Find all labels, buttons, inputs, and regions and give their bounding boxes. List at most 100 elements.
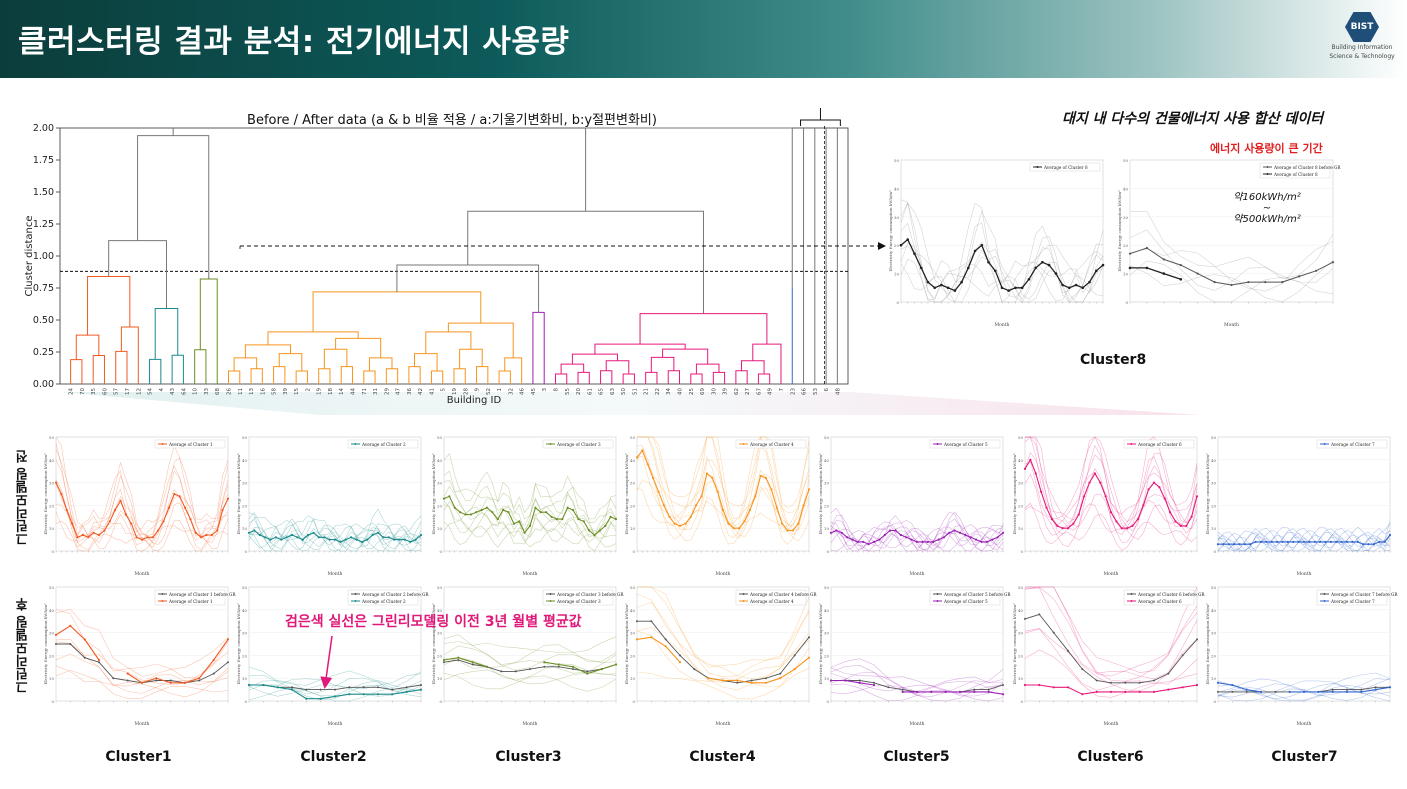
data-point [1147, 488, 1150, 491]
row-label-after-text: 그린리모델링 후 [16, 598, 31, 694]
faint-series [248, 673, 422, 690]
legend-label: Average of Cluster 6 [1137, 442, 1182, 447]
data-point [1120, 527, 1123, 530]
y-tick-label: 0 [439, 549, 442, 554]
legend-label: Average of Cluster 1 [168, 442, 213, 447]
legend-box [542, 589, 614, 606]
data-point [901, 690, 904, 694]
data-point [1313, 540, 1316, 544]
dendro-link [408, 366, 421, 384]
y-tick-label: 40 [437, 458, 443, 463]
y-tick-label: 40 [824, 458, 830, 463]
data-point [189, 518, 192, 521]
data-point [604, 524, 607, 528]
data-point [169, 679, 172, 682]
data-point [500, 670, 503, 673]
data-point [1217, 690, 1219, 693]
data-point [1360, 690, 1363, 694]
data-point [889, 529, 892, 532]
data-point [1196, 638, 1198, 641]
data-point [155, 677, 158, 680]
y-axis-label: Electricity Energy consumption kWh/m² [431, 603, 436, 685]
y-tick-label: 0 [896, 300, 899, 305]
panel-frame [248, 586, 422, 702]
leaf-label: 65 [599, 388, 605, 395]
y-tick-label: 20 [630, 503, 636, 508]
y-tick-label: 10 [49, 526, 55, 531]
data-point [205, 533, 208, 537]
y-axis-label: Electricity Energy consumption kWh/m² [1205, 453, 1210, 535]
dendro-link [459, 348, 483, 369]
y-tick-label: 10 [894, 272, 900, 277]
data-point [1047, 263, 1051, 267]
data-point [210, 533, 213, 537]
data-point [721, 508, 725, 512]
x-axis-label: Month [716, 721, 731, 727]
data-point [1007, 289, 1010, 292]
data-point [162, 520, 165, 523]
data-point [157, 529, 160, 532]
legend-label: Average of Cluster 1 [168, 599, 213, 604]
y-tick-label: 0 [439, 699, 442, 704]
y-tick-label: 0 [632, 549, 635, 554]
panel-after-3: 0 10 20 30 40 50 Electricity Energy consumptio… [431, 585, 624, 727]
y-tick-label: 40 [1211, 458, 1217, 463]
legend-box [542, 439, 614, 449]
data-point [930, 690, 933, 694]
leaf-label: 7 [779, 388, 785, 392]
data-point [1023, 467, 1027, 470]
leaf-label: 18 [328, 388, 334, 395]
data-point [216, 529, 219, 532]
legend-marker [1036, 166, 1039, 168]
data-point [829, 531, 833, 534]
data-point [1066, 686, 1070, 689]
dendro-link [639, 313, 768, 345]
data-point [707, 677, 710, 680]
data-point [226, 638, 230, 641]
data-point [673, 522, 676, 525]
data-point [469, 513, 472, 516]
faint-series [830, 528, 1004, 552]
data-point [539, 511, 542, 514]
y-tick-label: 20 [1018, 503, 1024, 508]
faint-series [248, 526, 422, 550]
faint-series [830, 524, 1004, 552]
data-point [1319, 540, 1322, 544]
dendro-link [312, 291, 482, 332]
y-axis-label: Electricity Energy consumption kWh/m² [1012, 603, 1017, 685]
leaf-label: 63 [610, 388, 616, 395]
legend-label: Average of Cluster 5 [943, 442, 988, 447]
leaf-label: 27 [745, 388, 751, 395]
y-tick-label: 0 [1125, 300, 1128, 305]
data-point [693, 668, 696, 671]
y-tick-label: 10 [49, 676, 55, 681]
data-point [1222, 543, 1225, 546]
data-point [1254, 540, 1257, 544]
cluster-label-5: Cluster5 [883, 749, 950, 765]
data-point [414, 538, 417, 541]
data-point [1088, 481, 1091, 484]
y-tick-label: 20 [242, 653, 248, 658]
data-point [76, 536, 79, 539]
data-point [1233, 543, 1236, 546]
data-point [1249, 543, 1252, 546]
data-point [480, 508, 483, 512]
data-point [1074, 283, 1078, 287]
y-tick-label: 10 [1211, 526, 1217, 531]
y-tick-label: 20 [894, 243, 900, 248]
data-point [1138, 690, 1141, 694]
panel-frame [55, 436, 229, 552]
y-tick-label: 0.75 [33, 283, 54, 294]
data-point [403, 538, 406, 541]
data-point [829, 679, 833, 682]
data-point [119, 499, 122, 502]
faint-series [1024, 503, 1198, 547]
data-point [1158, 486, 1161, 489]
data-point [442, 658, 446, 662]
y-tick-label: 20 [1018, 653, 1024, 658]
data-point [453, 506, 456, 509]
data-point [1213, 281, 1216, 284]
data-point [398, 538, 401, 541]
data-point [140, 538, 144, 541]
leaf-label: 10 [193, 388, 199, 395]
